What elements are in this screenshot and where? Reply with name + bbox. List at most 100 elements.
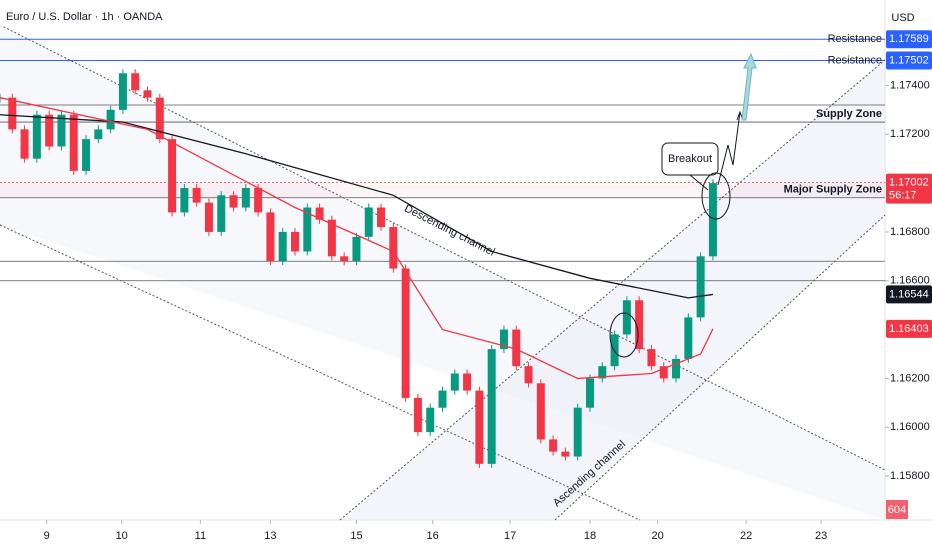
candle-body: [672, 358, 681, 379]
candle-body: [155, 97, 164, 140]
volume-label: 604: [888, 504, 906, 516]
candle-body: [32, 114, 41, 159]
circle-marker: [609, 312, 639, 358]
zone-label: Major Supply Zone: [784, 184, 882, 196]
candle-body: [573, 407, 582, 457]
y-tick-label: 1.15800: [890, 470, 930, 482]
price-tag: [886, 285, 932, 304]
candle-body: [192, 187, 201, 203]
x-tick-label: 13: [264, 530, 276, 542]
candle-body: [598, 366, 607, 379]
price-tag: [886, 30, 932, 49]
candle-body: [659, 366, 668, 379]
candle-body: [241, 187, 250, 208]
candle-body: [487, 349, 496, 464]
chart-title: Euro / U.S. Dollar · 1h · OANDA: [6, 11, 163, 23]
candle-body: [499, 329, 508, 350]
y-tick-label: 1.16800: [890, 226, 930, 238]
candle-body: [377, 207, 386, 228]
y-tick-label: 1.16200: [890, 372, 930, 384]
candle-body: [254, 187, 263, 213]
x-tick-label: 20: [651, 530, 663, 542]
candle-body: [94, 129, 103, 140]
candle-body: [118, 73, 127, 110]
channel-line: [554, 214, 886, 521]
price-tag-label: 1.17589: [889, 33, 929, 45]
channel-line: [0, 224, 641, 521]
candle-body: [635, 300, 644, 350]
price-tag: [886, 319, 932, 338]
candle-body: [69, 114, 78, 171]
candle-body: [217, 195, 226, 232]
plot: [0, 24, 886, 521]
candle-body: [82, 139, 91, 171]
projection: [717, 111, 741, 186]
x-tick-label: 9: [44, 530, 50, 542]
candle-body: [352, 236, 361, 262]
candle-body: [8, 97, 17, 130]
x-tick-label: 15: [350, 530, 362, 542]
y-tick-label: 1.17200: [890, 128, 930, 140]
price-tag: [886, 51, 932, 70]
candle-body: [57, 114, 66, 147]
countdown: 56:17: [889, 190, 917, 202]
candle-body: [463, 373, 472, 391]
x-tick-label: 23: [815, 530, 827, 542]
price-tag-label: 1.16544: [889, 288, 929, 300]
x-tick-label: 17: [504, 530, 516, 542]
candle-body: [684, 317, 693, 359]
last-price-tag: [886, 173, 932, 204]
target-arrow: [741, 52, 757, 121]
last-price-label: 1.17002: [889, 177, 929, 189]
candle-body: [180, 187, 189, 213]
candle-body: [586, 378, 594, 408]
zone-fill: [0, 182, 885, 198]
candle-body: [524, 366, 533, 384]
y-tick-label: 1.16000: [890, 421, 930, 433]
candle-body: [340, 256, 349, 262]
x-tick-label: 11: [195, 530, 206, 542]
circle-marker: [701, 172, 731, 220]
title-bg: [0, 6, 175, 26]
x-tick-label: 16: [427, 530, 439, 542]
price-tag-label: 1.16403: [889, 323, 929, 335]
candle-body: [45, 114, 54, 147]
candle-body: [204, 202, 213, 232]
candle-body: [610, 334, 619, 367]
x-tick-label: 10: [116, 530, 128, 542]
candle-body: [327, 219, 336, 257]
candle-body: [549, 439, 558, 452]
candle-body: [389, 227, 398, 269]
candle-body: [696, 256, 705, 318]
candle-body: [168, 139, 177, 213]
level-name: Resistance: [828, 54, 882, 66]
candle-body: [475, 390, 484, 464]
candle-body: [303, 207, 312, 252]
volume-tag: [886, 500, 908, 519]
candle-body: [512, 329, 521, 367]
candle-body: [143, 90, 152, 98]
y-tick-label: 1.16600: [890, 275, 930, 287]
candle-body: [413, 397, 422, 433]
candle-body: [131, 73, 140, 91]
candle-body: [647, 349, 656, 367]
candle-body: [438, 390, 447, 408]
candle-body: [20, 129, 29, 159]
candle-body: [364, 207, 373, 237]
x-tick-label: 22: [740, 530, 752, 542]
y-tick-label: 1.17400: [890, 79, 930, 91]
candle-body: [229, 195, 238, 208]
channel-line: [339, 59, 886, 521]
candle-body: [622, 300, 631, 335]
candle-body: [708, 183, 717, 257]
candle-body: [291, 231, 299, 252]
level-name: Resistance: [828, 33, 882, 45]
candle-body: [401, 268, 410, 398]
moving-average: [0, 97, 714, 380]
callout-pointer: [689, 174, 709, 191]
candle-body: [536, 383, 545, 440]
candle-body: [450, 373, 459, 391]
candle-body: [426, 407, 435, 433]
candle-body: [561, 451, 570, 457]
candle-body: [315, 207, 324, 220]
